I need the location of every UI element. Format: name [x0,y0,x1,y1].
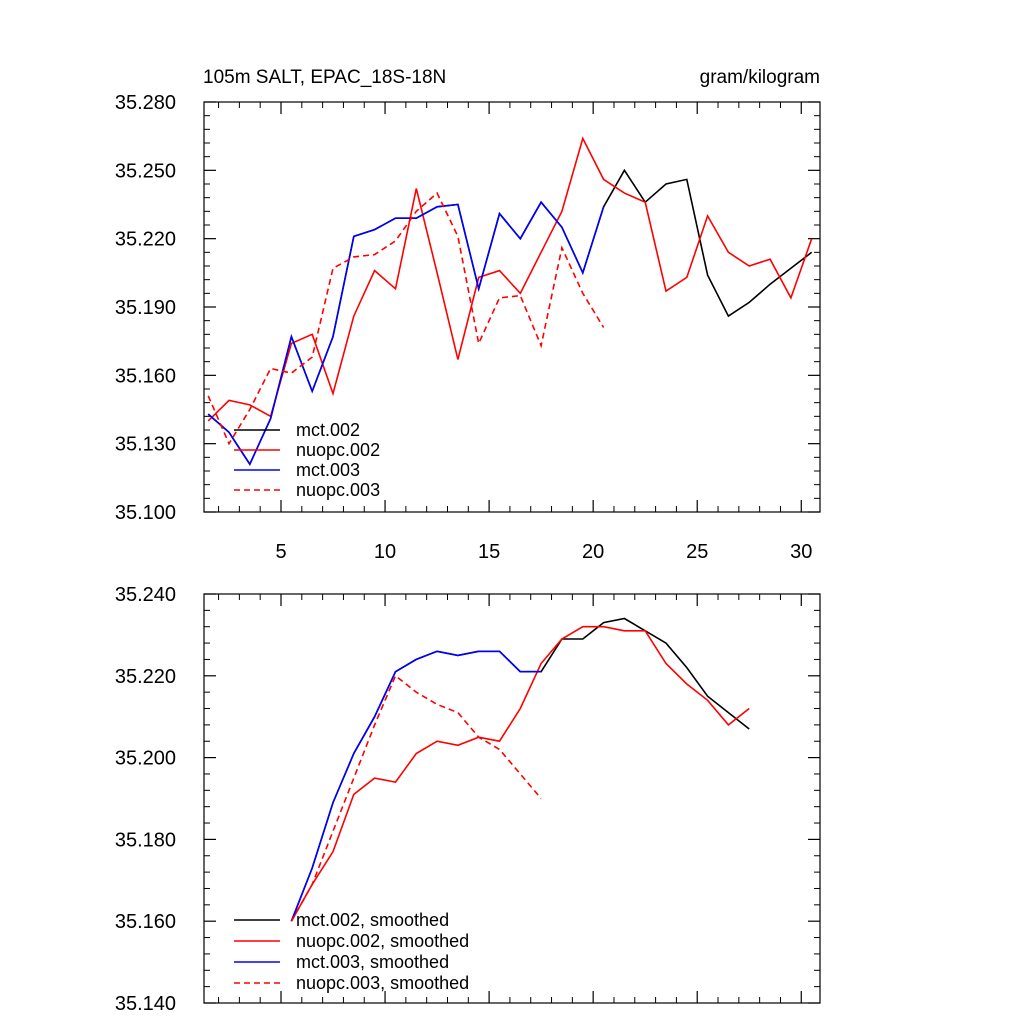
legend-label: mct.002 [296,420,360,440]
y-tick-label: 35.190 [115,297,176,319]
x-tick-label: 20 [582,541,604,563]
series-line-nuopc-002-smoothed [290,625,750,922]
y-tick-label: 35.180 [115,829,176,851]
legend-label: nuopc.003 [296,480,380,500]
x-tick-label: 5 [275,541,286,563]
y-tick-label: 35.280 [115,92,176,114]
y-tick-label: 35.220 [115,666,176,688]
y-tick-label: 35.240 [115,584,176,606]
legend-label: nuopc.002, smoothed [296,931,469,951]
x-tick-label: 10 [374,541,396,563]
plot-frame [203,593,821,1004]
x-tick-label: 15 [478,541,500,563]
series-line-mct-003-smoothed [290,650,542,922]
series-line-mct-003 [207,200,605,466]
y-tick-label: 35.220 [115,229,176,251]
y-tick-label: 35.100 [115,502,176,524]
series-line-nuopc-003 [207,191,605,446]
y-tick-label: 35.130 [115,434,176,456]
units-label: gram/kilogram [700,67,820,88]
series-line-mct-002-smoothed [290,617,750,922]
series-line-nuopc-002 [207,136,813,422]
x-tick-label: 30 [790,541,812,563]
legend-label: mct.003 [296,460,360,480]
legend-label: nuopc.002 [296,440,380,460]
bottom-panel: 35.140 35.160 35.180 35.200 35.220 35.240 mct.… [115,584,821,1015]
series-line-nuopc-003-smoothed [290,674,542,922]
legend-label: mct.003, smoothed [296,952,449,972]
y-tick-label: 35.140 [115,993,176,1015]
y-tick-label: 35.160 [115,911,176,933]
legend-label: nuopc.003, smoothed [296,973,469,993]
y-tick-label: 35.160 [115,365,176,387]
x-tick-label: 25 [686,541,708,563]
chart-title: 105m SALT, EPAC_18S-18N [203,67,446,88]
y-tick-label: 35.200 [115,748,176,770]
legend-label: mct.002, smoothed [296,910,449,930]
top-panel: 35.100 35.130 35.160 35.190 35.220 35.250 35.2… [115,92,821,563]
y-tick-label: 35.250 [115,160,176,182]
